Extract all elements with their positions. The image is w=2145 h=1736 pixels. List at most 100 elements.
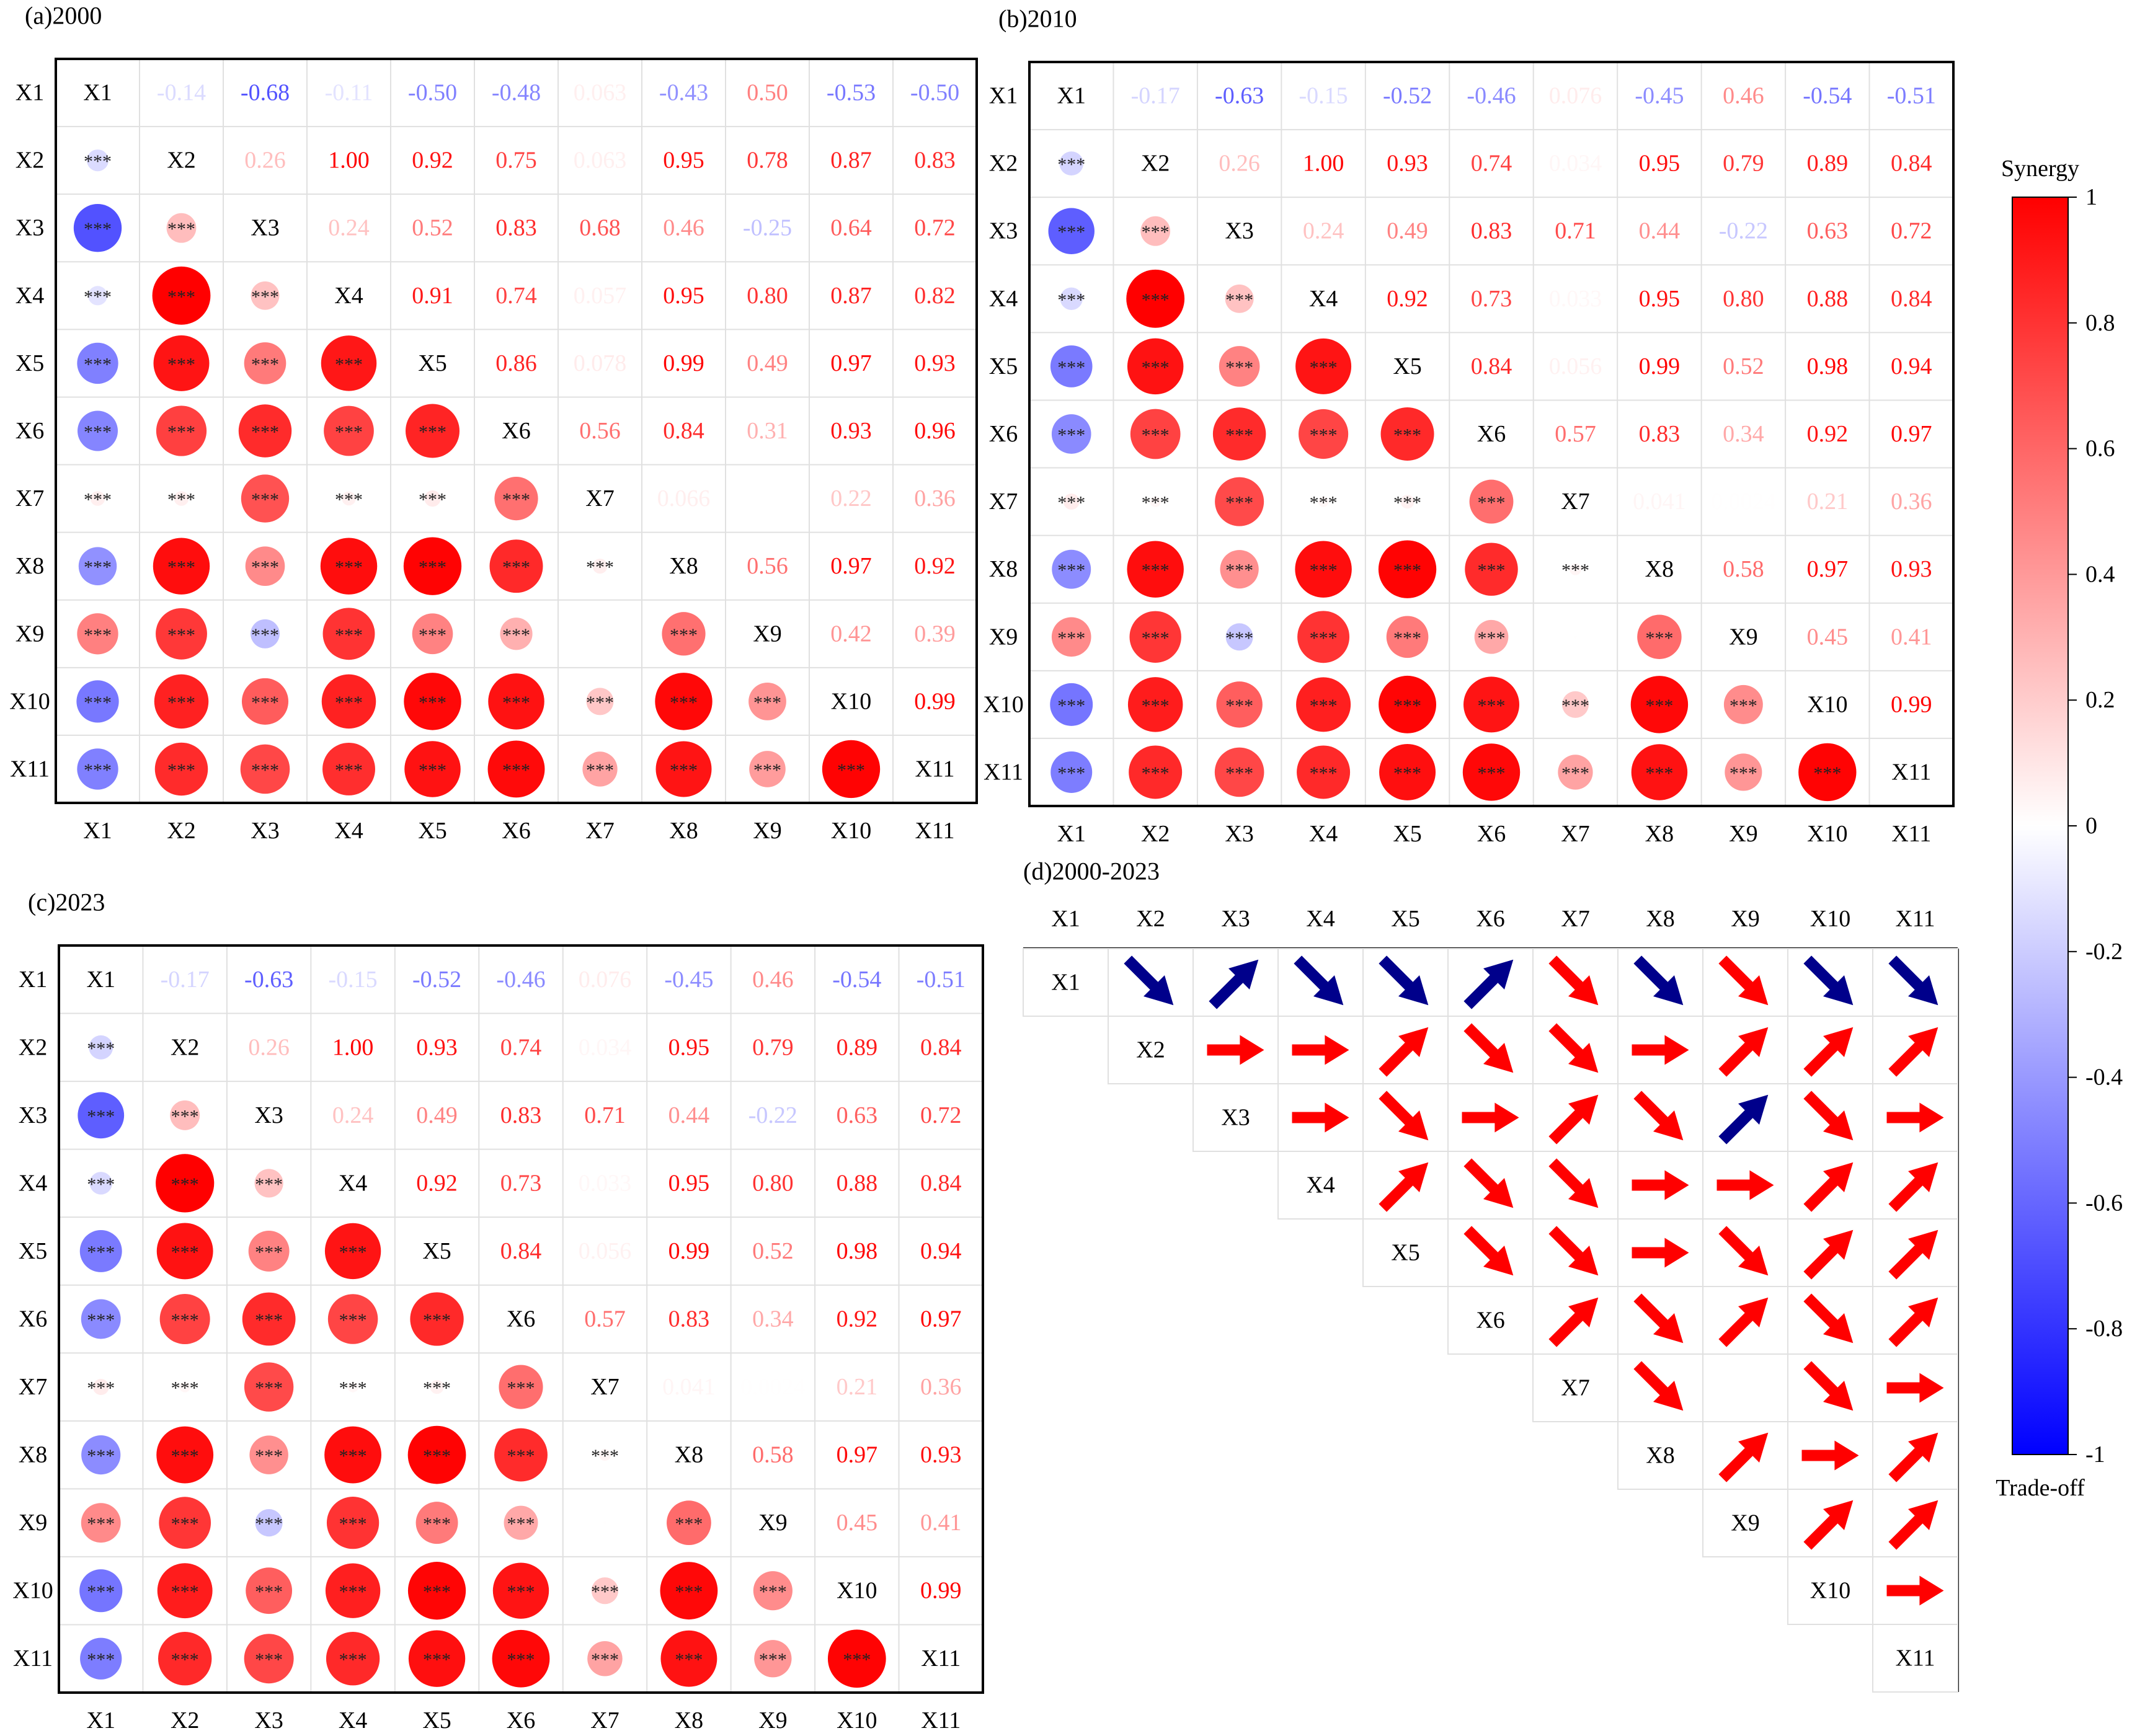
correlation-circle	[322, 742, 375, 795]
correlation-value: -0.52	[1383, 83, 1432, 109]
correlation-value: 0.93	[1387, 151, 1428, 177]
correlation-value: -0.48	[492, 80, 541, 106]
correlation-value: 0.46	[663, 215, 704, 241]
x-tick-label: X10	[831, 818, 871, 844]
correlation-value: 0.26	[1219, 151, 1260, 177]
correlation-value: -0.11	[325, 80, 373, 106]
correlation-circle	[327, 1294, 378, 1344]
significance-mark: ***	[670, 760, 698, 781]
correlation-circle	[1297, 611, 1350, 663]
correlation-circle	[174, 491, 189, 506]
correlation-circle	[662, 612, 706, 656]
significance-mark: ***	[335, 422, 363, 443]
correlation-value: 0.94	[920, 1238, 962, 1264]
diagonal-label: X10	[837, 1578, 877, 1604]
correlation-circle	[251, 281, 280, 310]
correlation-circle	[1225, 623, 1253, 651]
correlation-value: 0.71	[1555, 218, 1596, 244]
significance-mark: ***	[419, 557, 446, 578]
correlation-circle	[86, 149, 109, 172]
correlation-value: 0.97	[830, 553, 872, 579]
correlation-circle	[410, 1292, 464, 1346]
change-arrow	[1379, 1091, 1429, 1141]
significance-mark: ***	[1057, 154, 1085, 175]
diagonal-label: X6	[1477, 421, 1506, 447]
significance-mark: ***	[335, 557, 363, 578]
colorbar-tick-label: 0.4	[2085, 561, 2115, 587]
correlation-circle	[408, 1630, 466, 1687]
correlation-value: 0.063	[574, 148, 627, 174]
significance-mark: ***	[1142, 357, 1170, 378]
correlation-value: 0.97	[920, 1306, 962, 1332]
correlation-value: 1.00	[328, 148, 370, 174]
significance-mark: ***	[255, 1650, 283, 1670]
significance-mark: ***	[339, 1242, 367, 1262]
correlation-value: 0.89	[837, 1034, 878, 1060]
correlation-circle	[403, 537, 462, 595]
change-arrow	[1209, 959, 1259, 1009]
correlation-value: 0.80	[747, 283, 788, 309]
significance-mark: ***	[502, 490, 530, 510]
x-tick-label: X4	[339, 1707, 367, 1734]
significance-mark: ***	[251, 557, 279, 578]
significance-mark: ***	[335, 760, 363, 781]
y-tick-label: X7	[19, 1374, 47, 1400]
significance-mark: ***	[251, 354, 279, 374]
y-tick-label: X8	[16, 553, 44, 579]
cell	[1787, 1556, 1873, 1625]
correlation-circle	[1299, 409, 1349, 459]
y-tick-label: X6	[19, 1306, 47, 1332]
diagonal-label: X1	[1057, 83, 1086, 109]
correlation-circle	[242, 1292, 296, 1346]
correlation-circle	[500, 618, 533, 650]
correlation-circle	[158, 1632, 212, 1686]
correlation-value: 0.95	[663, 283, 704, 309]
significance-mark: ***	[84, 151, 112, 172]
change-arrow	[1632, 1238, 1689, 1268]
significance-mark: ***	[167, 219, 195, 239]
correlation-circle	[347, 1381, 358, 1393]
correlation-circle	[238, 404, 292, 458]
correlation-circle	[1318, 496, 1329, 507]
correlation-value: 0.72	[914, 215, 956, 241]
x-tick-label: X8	[1645, 821, 1674, 847]
cell	[1277, 1151, 1364, 1220]
significance-mark: ***	[507, 1582, 535, 1602]
correlation-circle	[156, 608, 207, 660]
change-arrow	[1548, 1158, 1599, 1208]
y-tick-label: X6	[16, 418, 44, 444]
panel-title: (c)2023	[28, 888, 105, 916]
correlation-value: 0.93	[416, 1034, 458, 1060]
correlation-value: 0.34	[752, 1306, 794, 1332]
diagonal-label: X4	[1309, 286, 1338, 312]
correlation-circle	[179, 1381, 190, 1393]
correlation-value: 0.73	[1471, 286, 1512, 312]
significance-mark: ***	[251, 625, 279, 645]
correlation-value: -0.45	[1635, 83, 1684, 109]
correlation-circle	[1214, 747, 1264, 797]
change-arrow	[1462, 1102, 1519, 1133]
correlation-circle	[89, 1172, 112, 1195]
correlation-value: 0.52	[752, 1238, 794, 1264]
change-arrow	[1888, 1162, 1938, 1212]
column-header: X10	[1810, 906, 1850, 932]
change-arrow	[1124, 955, 1174, 1006]
y-tick-label: X6	[989, 421, 1018, 447]
correlation-value: -0.63	[1215, 83, 1264, 109]
change-arrow	[1888, 1500, 1938, 1550]
correlation-value: 0.92	[412, 148, 453, 174]
significance-mark: ***	[84, 557, 112, 578]
correlation-value: 0.88	[1807, 286, 1849, 312]
correlation-value: 0.99	[668, 1238, 710, 1264]
correlation-value: 0.74	[1471, 151, 1512, 177]
significance-mark: ***	[1561, 763, 1589, 784]
correlation-value: 0.93	[914, 350, 956, 376]
correlation-value: 0.41	[1891, 624, 1932, 650]
significance-mark: ***	[1393, 628, 1421, 649]
plot-frame	[55, 58, 978, 804]
significance-mark: ***	[87, 1378, 115, 1399]
correlation-value: 0.22	[830, 485, 872, 512]
change-arrow	[1548, 1226, 1599, 1276]
diagonal-label: X6	[502, 418, 530, 444]
diagonal-label: X2	[171, 1034, 199, 1060]
